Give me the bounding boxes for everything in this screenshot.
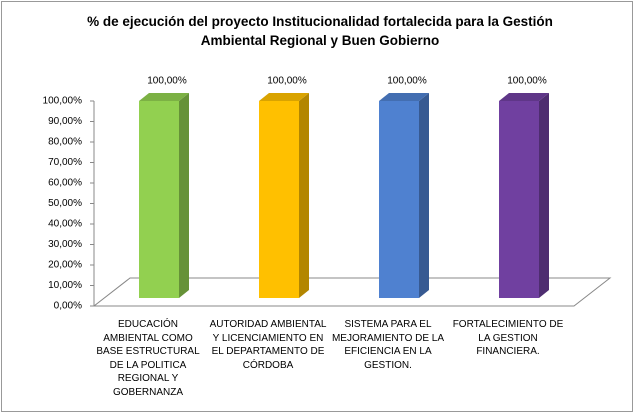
x-tick-label: FORTALECIMIENTO DE LA GESTION FINANCIERA…: [452, 319, 564, 357]
y-tick-label: 20,00%: [48, 260, 82, 271]
y-tick-label: 10,00%: [48, 280, 82, 291]
y-tick-label: 60,00%: [48, 178, 82, 189]
y-tick-label: 100,00%: [43, 96, 83, 107]
y-tick-label: 50,00%: [48, 198, 82, 209]
x-tick-label: AUTORIDAD AMBIENTAL Y LICENCIAMIENTO EN …: [209, 319, 327, 371]
bar-side: [539, 93, 549, 298]
y-tick-label: 90,00%: [48, 116, 82, 127]
y-tick-label: 0,00%: [54, 301, 82, 312]
x-tick-label: SISTEMA PARA EL MEJORAMIENTO DE LA EFICI…: [331, 319, 445, 371]
bar-side: [179, 93, 189, 298]
bar: [139, 101, 179, 298]
bar: [379, 101, 419, 298]
bar-top: [379, 93, 429, 101]
floor: [92, 277, 612, 307]
value-label: 100,00%: [147, 76, 187, 87]
value-label: 100,00%: [267, 76, 307, 87]
bar-side: [419, 93, 429, 298]
y-tick-label: 40,00%: [48, 219, 82, 230]
bar-side: [299, 93, 309, 298]
chart-title: % de ejecución del proyecto Instituciona…: [87, 14, 553, 48]
value-label: 100,00%: [387, 76, 427, 87]
bar: [259, 101, 299, 298]
bar-top: [259, 93, 309, 101]
bar: [499, 101, 539, 298]
bar-top: [139, 93, 189, 101]
y-tick-label: 30,00%: [48, 239, 82, 250]
x-tick-label: EDUCACIÓN AMBIENTAL COMO BASE ESTRUCTURA…: [96, 319, 200, 398]
y-tick-label: 70,00%: [48, 157, 82, 168]
bar-top: [499, 93, 549, 101]
value-label: 100,00%: [507, 76, 547, 87]
y-tick-label: 80,00%: [48, 137, 82, 148]
